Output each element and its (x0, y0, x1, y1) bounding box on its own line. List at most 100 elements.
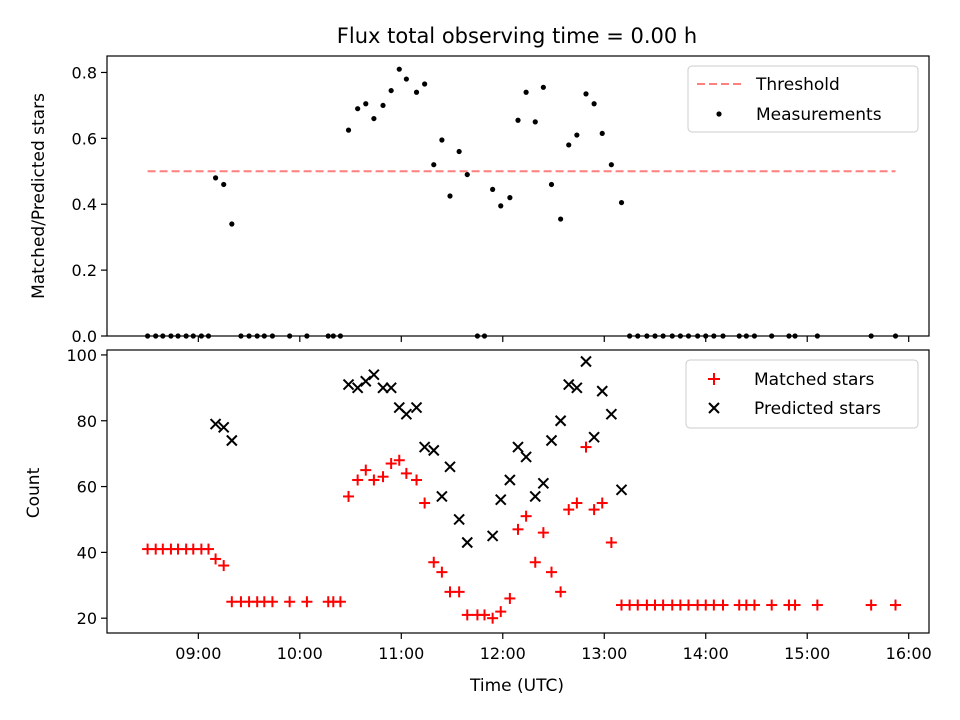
predicted-stars-point (571, 382, 583, 394)
predicted-stars-point (342, 378, 355, 391)
count-marks (142, 355, 902, 624)
predicted-stars-point (554, 415, 567, 427)
matched-stars-point (789, 599, 801, 611)
count-y-tick-label: 20 (77, 609, 97, 628)
predicted-stars-point (368, 368, 380, 381)
count-x-tick-label: 14:00 (683, 644, 729, 663)
matched-stars-point (436, 566, 448, 578)
matched-stars-point (343, 490, 355, 502)
measurement-point (388, 87, 394, 94)
count-y-tick-label: 80 (77, 412, 97, 431)
measurement-point (431, 162, 437, 168)
count-y-tick-label: 60 (77, 478, 97, 497)
measurement-point (498, 203, 504, 209)
predicted-stars-point (217, 421, 230, 434)
count-x-tick-label: 09:00 (175, 644, 221, 663)
measurement-point (523, 89, 529, 95)
predicted-stars-point (410, 401, 423, 414)
predicted-stars-point (596, 385, 608, 397)
matched-stars-point (202, 543, 214, 555)
legend-measurements-swatch (716, 111, 722, 117)
predicted-stars-point (615, 484, 628, 496)
ratio-y-tick-label: 0.6 (72, 129, 97, 148)
measurement-point (515, 117, 521, 123)
ratio-y-tick-label: 0.0 (72, 327, 97, 346)
predicted-stars-point (529, 490, 541, 503)
legend-predicted-swatch (708, 402, 720, 414)
ratio-axes-frame (106, 55, 930, 337)
matched-stars-point (495, 606, 507, 618)
count-x-ticks: 09:00 10:00 11:00 12:00 13:00 14:00 15:00 16:00 (175, 633, 932, 663)
measurement-point (212, 175, 219, 181)
count-x-tick-label: 13:00 (581, 644, 627, 663)
legend-matched-swatch (708, 373, 720, 385)
predicted-stars-point (486, 530, 499, 542)
matched-stars-point (605, 537, 617, 549)
measurement-point (540, 84, 546, 90)
predicted-stars-point (588, 431, 600, 443)
predicted-stars-point (537, 477, 550, 489)
measurement-point (574, 132, 580, 138)
predicted-stars-point (360, 375, 372, 387)
predicted-stars-point (580, 355, 592, 368)
measurement-point (403, 76, 409, 82)
count-y-tick-label: 40 (77, 543, 97, 562)
predicted-stars-point (377, 382, 389, 394)
predicted-stars-point (520, 451, 532, 463)
count-x-tick-label: 10:00 (277, 644, 323, 663)
measurement-point (591, 101, 597, 107)
measurement-point (345, 127, 352, 133)
count-y-ticks: 20 40 60 80 100 (66, 346, 107, 628)
matched-stars-point (545, 566, 557, 578)
measurement-point (599, 130, 605, 137)
ratio-y-axis-label: Matched/Predicted stars (29, 93, 49, 299)
matched-stars-point (393, 454, 405, 466)
matched-stars-point (284, 596, 296, 608)
predicted-stars-point (226, 434, 238, 447)
x-axis-label: Time (UTC) (469, 676, 564, 696)
matched-stars-point (428, 556, 440, 568)
matched-stars-point (588, 504, 600, 516)
ratio-x-ticks (197, 336, 910, 342)
matched-stars-point (419, 497, 431, 509)
matched-stars-point (571, 497, 583, 509)
measurement-point (618, 199, 625, 206)
ratio-y-tick-label: 0.2 (72, 261, 97, 280)
ratio-y-ticks: 0.0 0.2 0.4 0.6 0.8 (72, 63, 107, 346)
matched-stars-point (411, 474, 423, 486)
matched-stars-point (555, 586, 567, 598)
measurement-point (221, 181, 227, 188)
matched-stars-point (596, 497, 608, 509)
measurement-point (363, 101, 369, 107)
predicted-stars-point (563, 378, 575, 391)
matched-stars-point (580, 441, 592, 453)
measurement-point (422, 81, 428, 87)
count-y-tick-label: 100 (66, 346, 97, 365)
ratio-y-tick-label: 0.8 (72, 63, 97, 82)
matched-stars-point (210, 553, 222, 565)
legend-predicted-label: Predicted stars (754, 399, 881, 419)
measurement-point (583, 91, 589, 97)
measurement-point (464, 171, 470, 178)
measurement-point (490, 186, 496, 193)
measurement-point (447, 193, 453, 199)
matched-stars-point (520, 510, 532, 522)
measurement-point (558, 216, 564, 222)
count-axes-frame (106, 349, 930, 634)
measurement-point (413, 89, 420, 95)
matched-stars-point (352, 474, 364, 486)
predicted-stars-point (436, 490, 448, 503)
matched-stars-point (537, 527, 549, 539)
matched-stars-point (377, 471, 389, 483)
measurement-point (507, 195, 513, 201)
count-y-axis-label: Count (24, 467, 44, 518)
matched-stars-point (811, 599, 823, 611)
predicted-stars-point (385, 382, 397, 394)
predicted-stars-point (418, 441, 431, 453)
ratio-legend: Threshold Measurements (687, 65, 919, 133)
predicted-stars-point (428, 444, 440, 457)
predicted-stars-point (400, 408, 413, 420)
predicted-stars-point (351, 382, 364, 394)
predicted-stars-point (444, 461, 456, 473)
